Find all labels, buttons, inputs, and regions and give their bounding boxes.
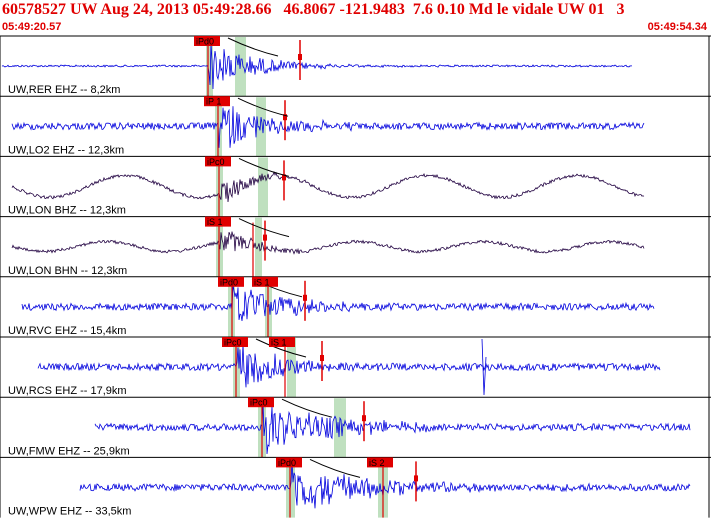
- pick-window-shade: [334, 398, 346, 458]
- trace-label: UW,FMW EHZ -- 25,9km: [8, 445, 130, 457]
- red-marker-dot: [303, 294, 307, 301]
- trace-panel[interactable]: iPd0 iS 1 UW,RVC EHZ -- 15,4km: [0, 276, 711, 337]
- pick-label: iPd0: [196, 37, 214, 47]
- pick-label: iS 1: [254, 277, 270, 287]
- trace-label: UW,LON BHN -- 12,3km: [8, 265, 127, 277]
- trace-label: UW,LO2 EHZ -- 12,3km: [8, 144, 124, 156]
- travel-time-curve: [309, 458, 361, 478]
- waveform-trace: [11, 106, 645, 148]
- pick-label-box[interactable]: [248, 397, 274, 408]
- pick-label-box[interactable]: [367, 457, 393, 468]
- trace-panel[interactable]: iPd0 iS 2 UW,WPW EHZ -- 33,5km: [0, 456, 711, 518]
- red-marker-dot: [362, 415, 366, 422]
- pick-label-box[interactable]: [222, 337, 248, 347]
- waveform-trace: [37, 338, 661, 396]
- pick-label-box[interactable]: [204, 96, 230, 107]
- waveform-trace: [79, 460, 691, 509]
- pick-label: iPc0: [250, 398, 268, 408]
- pick-label: iS 1: [207, 217, 223, 227]
- trace-panel[interactable]: iPc0 UW,FMW EHZ -- 25,9km: [0, 396, 711, 458]
- trace-panel[interactable]: iPc0 UW,LON BHZ -- 12,3km: [0, 155, 711, 217]
- pick-window-shade: [255, 217, 262, 277]
- pick-label: iP 1: [206, 97, 221, 107]
- event-header: 60578527 UW Aug 24, 2013 05:49:28.66 46.…: [2, 1, 625, 18]
- red-marker-dot: [298, 54, 302, 60]
- pick-label-box[interactable]: [205, 216, 231, 227]
- red-marker-dot: [283, 114, 287, 121]
- pick-window-shade: [256, 97, 266, 157]
- travel-time-curve: [237, 97, 289, 117]
- pick-label: iS 1: [271, 338, 287, 348]
- pick-label-box[interactable]: [269, 337, 295, 347]
- trace-panel[interactable]: iPd0 UW,RER EHZ -- 8,2km: [0, 35, 711, 97]
- waveform-trace: [94, 401, 691, 455]
- trace-label: UW,RCS EHZ -- 17,9km: [8, 385, 127, 397]
- pick-label: iPd0: [278, 458, 296, 468]
- waveform-trace: [11, 171, 645, 203]
- waveform-trace: [1, 43, 633, 90]
- travel-time-curve: [238, 157, 290, 177]
- pick-label-box[interactable]: [252, 276, 278, 287]
- pick-window-shade: [258, 157, 268, 217]
- travel-time-curve: [255, 338, 307, 358]
- time-end-label: 05:49:54.34: [647, 21, 707, 33]
- trace-label: UW,WPW EHZ -- 33,5km: [8, 506, 131, 518]
- pick-label: iPd0: [220, 277, 238, 287]
- pick-window-shade: [287, 338, 296, 398]
- waveform-trace: [11, 231, 645, 255]
- red-marker-dot: [414, 475, 418, 482]
- trace-label: UW,RVC EHZ -- 15,4km: [8, 325, 126, 337]
- pick-window-shade: [206, 37, 213, 97]
- pick-label: iS 2: [369, 458, 385, 468]
- trace-panel[interactable]: iS 1 UW,LON BHN -- 12,3km: [0, 216, 711, 277]
- travel-time-curve: [238, 218, 290, 238]
- travel-time-curve: [227, 37, 279, 57]
- trace-label: UW,RER EHZ -- 8,2km: [8, 84, 120, 96]
- travel-time-curve: [281, 398, 333, 418]
- trace-panel[interactable]: iP 1 UW,LO2 EHZ -- 12,3km: [0, 95, 711, 157]
- red-marker-dot: [263, 234, 267, 241]
- red-marker-dot: [320, 355, 324, 361]
- pick-label-box[interactable]: [276, 457, 302, 468]
- trace-panel[interactable]: iPc0 iS 1 UW,RCS EHZ -- 17,9km: [0, 336, 711, 398]
- pick-label: iPc0: [207, 157, 225, 167]
- red-marker-dot: [282, 174, 286, 181]
- waveform-trace: [21, 284, 655, 321]
- time-start-label: 05:49:20.57: [2, 21, 62, 33]
- pick-label: iPc0: [224, 338, 242, 348]
- pick-label-box[interactable]: [205, 156, 231, 167]
- trace-label: UW,LON BHZ -- 12,3km: [8, 205, 126, 217]
- pick-label-box[interactable]: [218, 276, 244, 287]
- pick-label-box[interactable]: [194, 36, 220, 46]
